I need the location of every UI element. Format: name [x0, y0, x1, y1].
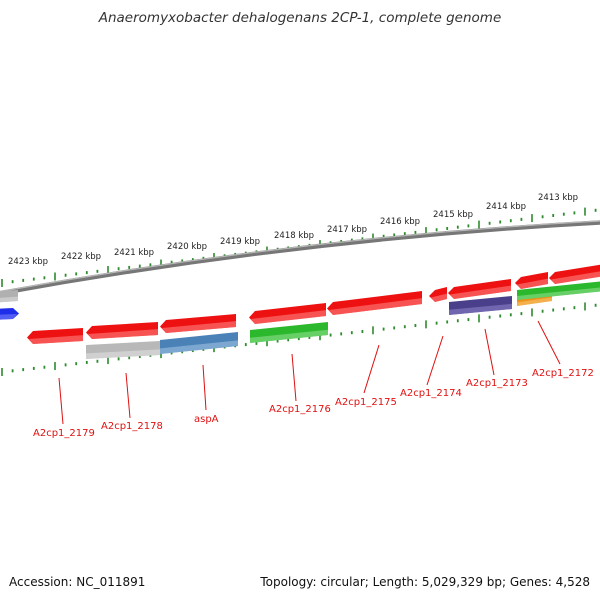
gene-feature-2172a [515, 272, 548, 289]
leader-line [291, 353, 297, 402]
scale-label: 2422 kbp [61, 252, 101, 262]
map-title: Anaeromyxobacter dehalogenans 2CP-1, com… [98, 10, 502, 26]
gene-block-2172-green [517, 281, 600, 300]
scale-label: 2420 kbp [167, 242, 207, 252]
gene-label: A2cp1_2175 [335, 397, 397, 408]
gene-label: A2cp1_2174 [400, 388, 462, 399]
scale-labels: 2423 kbp 2422 kbp 2421 kbp 2420 kbp 2419 kbp… [8, 193, 578, 267]
gene-feature-2172b [549, 264, 600, 284]
gene-labels: A2cp1_2179 A2cp1_2178 aspA A2cp1_2176 A2cp1_… [33, 368, 594, 439]
gene-block-2178 [86, 341, 160, 359]
gene-block-aspa [160, 332, 238, 354]
scale-label: 2413 kbp [538, 193, 578, 203]
leader-line [537, 320, 561, 365]
scale-label: 2418 kbp [274, 231, 314, 241]
genome-backbone [0, 220, 600, 296]
gene-feature-2174a [429, 287, 447, 302]
scale-label: 2423 kbp [8, 257, 48, 267]
leader-line [426, 335, 444, 386]
leader-line [484, 328, 495, 376]
gene-feature-2178 [86, 322, 158, 339]
leader-line [125, 372, 131, 419]
gene-block-edge-gray [0, 290, 18, 303]
gene-label: aspA [194, 414, 219, 425]
gene-label: A2cp1_2172 [532, 368, 594, 379]
gene-label: A2cp1_2179 [33, 428, 95, 439]
inner-scale-row [1, 302, 597, 376]
gene-feature-aspa [160, 314, 236, 333]
gene-label: A2cp1_2176 [269, 404, 331, 415]
leader-line [363, 344, 380, 394]
gene-feature-edge-blue [0, 308, 19, 320]
gene-feature-2179 [27, 328, 83, 344]
genome-summary: Topology: circular; Length: 5,029,329 bp… [260, 575, 590, 589]
scale-label: 2421 kbp [114, 248, 154, 258]
scale-label: 2417 kbp [327, 225, 367, 235]
scale-label: 2414 kbp [486, 202, 526, 212]
scale-label: 2419 kbp [220, 237, 260, 247]
gene-feature-2176 [249, 303, 326, 324]
gene-label: A2cp1_2173 [466, 378, 528, 389]
gene-feature-2175 [327, 291, 422, 315]
gene-block-2176 [250, 322, 328, 343]
gene-feature-2173 [448, 279, 511, 299]
label-leaders [58, 320, 561, 425]
leader-line [58, 377, 64, 425]
gene-features [0, 264, 600, 359]
gene-label: A2cp1_2178 [101, 421, 163, 432]
scale-label: 2415 kbp [433, 210, 473, 220]
gene-block-2173 [449, 296, 512, 315]
leader-line [202, 364, 207, 411]
scale-label: 2416 kbp [380, 217, 420, 227]
accession-text: Accession: NC_011891 [9, 575, 146, 589]
